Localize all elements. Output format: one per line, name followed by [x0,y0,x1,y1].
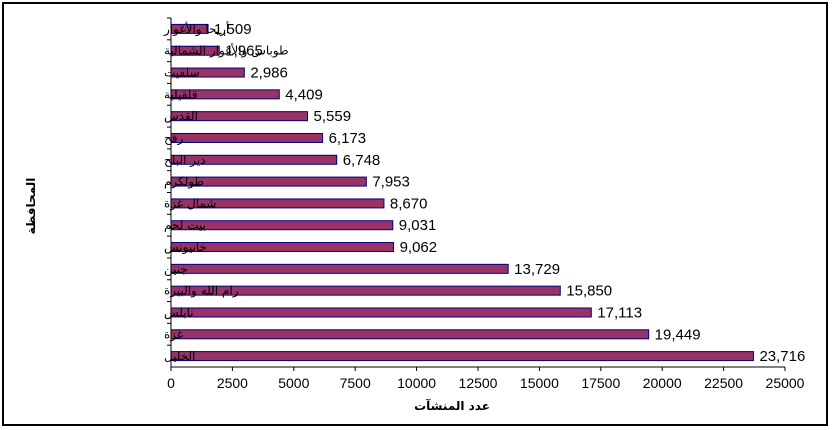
category-label: طوباس والأغوار الشمالية [164,43,289,59]
bar-value-label: 1,509 [214,21,252,38]
bar-value-label: 9,031 [399,217,437,234]
bar-value-label: 6,748 [343,152,381,169]
x-tick-label: 10000 [397,375,436,391]
category-label: جنين [164,262,188,277]
x-tick-label: 22500 [704,375,743,391]
x-tick-label: 20000 [643,375,682,391]
bar-value-label: 23,716 [759,348,805,365]
y-axis-title: المحافظة [24,178,38,235]
category-label: سلفيت [164,66,200,80]
bar-value-label: 7,953 [372,174,410,191]
category-label: غزة [164,327,183,342]
x-tick-label: 25000 [766,375,805,391]
bar [170,263,509,274]
bar [170,351,754,362]
x-tick-label: 2500 [217,375,248,391]
category-label: دير البلح [164,153,205,168]
bar [170,307,592,318]
x-tick-label: 7500 [340,375,371,391]
bar-value-label: 6,173 [329,130,367,147]
bar-value-label: 17,113 [597,304,642,321]
category-label: القدس [164,109,198,124]
x-tick-label: 12500 [459,375,498,391]
category-label: رفح [164,131,183,146]
x-axis-title: عدد المنشآت [414,398,490,413]
bar-value-label: 15,850 [566,283,612,300]
category-label: قلقيلية [164,87,197,101]
bar-value-label: 8,670 [390,195,428,212]
bar-value-label: 1,965 [225,43,263,60]
category-label: أريحا والأغوار [163,21,229,37]
bar-value-label: 13,729 [514,261,560,278]
bar-chart: 1,509 1,965 2,986 4,409 5,559 6,173 6,748 7,953… [24,17,805,413]
category-label: طولكرم [164,175,204,190]
bar [170,132,324,143]
x-tick-label: 5000 [278,375,309,391]
bar-value-label: 5,559 [314,108,352,125]
category-label: الخليل [164,349,195,363]
category-label: شمال غزة [164,196,216,211]
bar [170,329,650,340]
bar-value-label: 19,449 [655,326,701,343]
x-tick-label: 15000 [520,375,559,391]
bar-value-label: 4,409 [285,86,323,103]
x-tick-label: 17500 [581,375,620,391]
bar-value-label: 2,986 [250,65,288,82]
category-label: بيت لحم [164,218,206,232]
category-label: نابلس [164,305,194,320]
chart-frame: 1,509 1,965 2,986 4,409 5,559 6,173 6,748 7,953… [2,2,828,426]
bar-value-label: 9,062 [400,239,438,256]
category-label: خانيونس [164,240,207,255]
category-label: رام الله والبيرة [164,284,239,299]
x-tick-label: 0 [167,375,175,391]
